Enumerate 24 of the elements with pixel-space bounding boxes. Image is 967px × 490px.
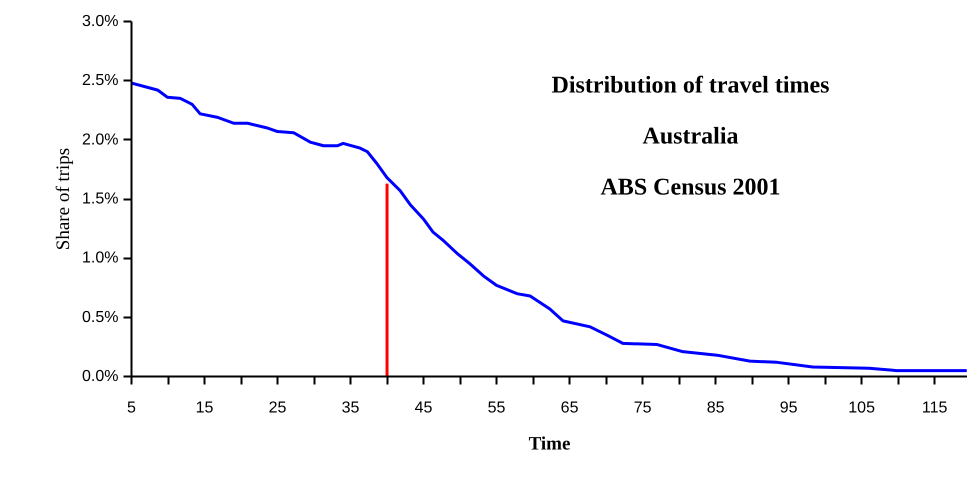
x-tick-label: 75 — [634, 400, 652, 416]
y-tick-label: 0.5% — [82, 308, 118, 326]
x-tick-label: 15 — [196, 400, 214, 416]
x-tick-label: 35 — [342, 400, 360, 416]
x-tick-label: 65 — [560, 400, 579, 416]
x-tick-label: 85 — [706, 400, 725, 416]
y-tick-label: 3.0% — [82, 13, 118, 30]
x-tick-label: 55 — [488, 400, 506, 416]
y-tick-label: 1.5% — [82, 190, 118, 208]
text: Australia — [642, 124, 738, 150]
x-tick-label: 5 — [127, 400, 136, 416]
x-tick-label: 95 — [780, 400, 798, 416]
annotation: ABS Census 2001 — [600, 174, 781, 200]
y-tick-label: 2.5% — [82, 72, 118, 90]
y-tick-label: 1.0% — [82, 250, 118, 267]
x-tick-label: 105 — [848, 400, 876, 416]
y-axis-title: Share of trips — [53, 148, 74, 250]
y-tick-label: 0.0% — [82, 368, 118, 385]
x-tick-label: 25 — [268, 400, 287, 416]
x-tick-label: 45 — [414, 400, 433, 416]
text: Distribution of travel times — [552, 72, 830, 98]
x-axis-title: Time — [528, 434, 570, 454]
x-tick-label: 115 — [922, 400, 948, 416]
y-tick-label: 2.0% — [82, 131, 118, 148]
